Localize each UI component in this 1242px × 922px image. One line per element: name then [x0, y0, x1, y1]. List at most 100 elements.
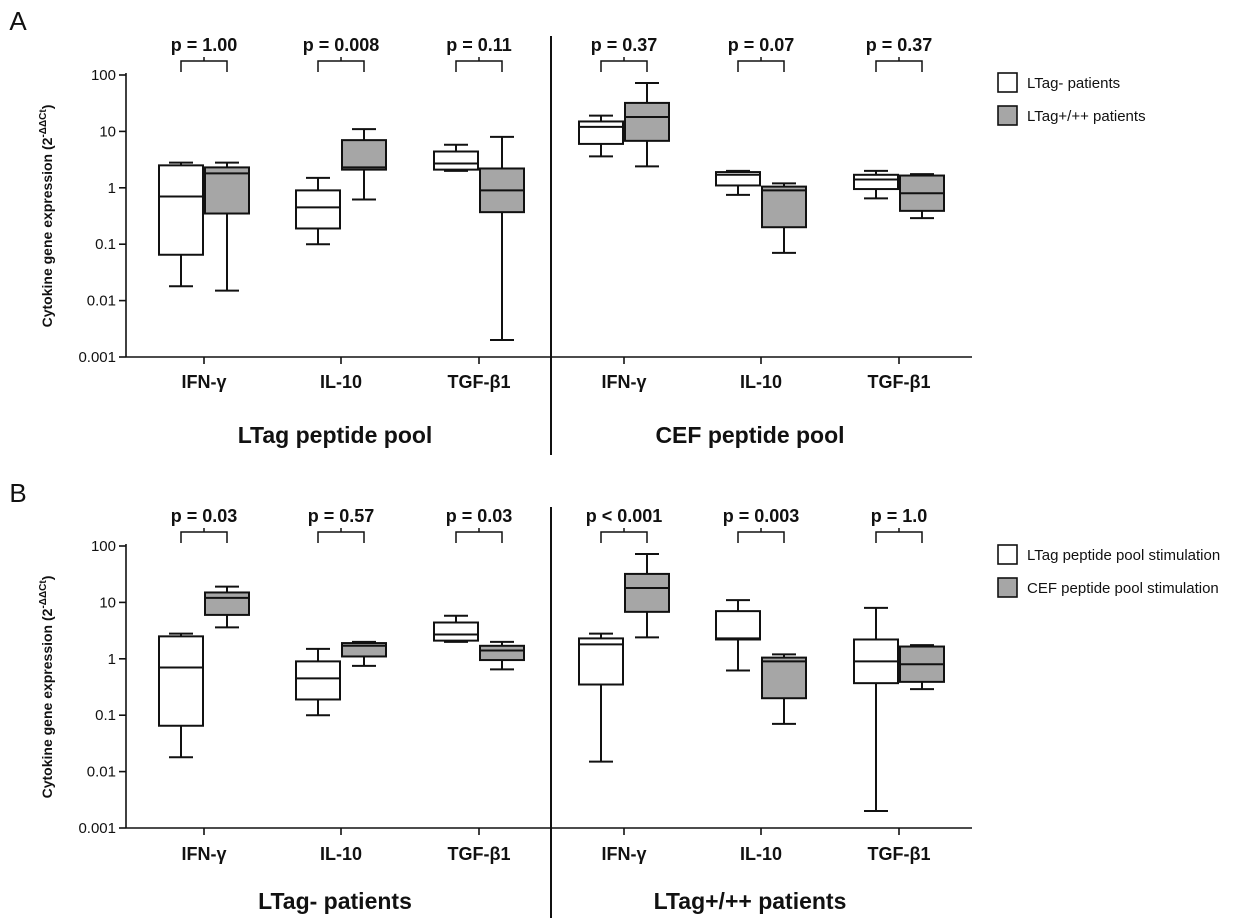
legend-swatch: [997, 544, 1018, 565]
box-iqr: [578, 637, 624, 686]
box-series1: [158, 632, 204, 759]
legend-label: CEF peptide pool stimulation: [1027, 580, 1219, 597]
category-label: IFN-γ: [602, 372, 647, 392]
box-iqr: [295, 189, 341, 230]
group-label: LTag peptide pool: [238, 422, 433, 448]
box-series2: [624, 82, 670, 168]
box-series1: [853, 169, 899, 200]
significance-bracket: [875, 57, 923, 72]
box-iqr: [761, 185, 807, 229]
box-iqr: [715, 610, 761, 641]
box-series2: [479, 640, 525, 671]
category-label: IFN-γ: [182, 844, 227, 864]
box-series1: [715, 599, 761, 672]
box-series1: [715, 169, 761, 196]
y-tick-label: 0.1: [95, 707, 116, 724]
p-value-label: p = 1.0: [871, 506, 928, 526]
y-tick-label: 0.001: [78, 349, 116, 366]
box-iqr: [295, 660, 341, 701]
box-series1: [433, 614, 479, 643]
p-value-label: p = 1.00: [171, 35, 238, 55]
box-iqr: [624, 572, 670, 613]
panel-a: A 0.001 0.01 0.1 1 10 100 Cytokine gene express…: [9, 6, 1146, 455]
group-label: LTag+/++ patients: [654, 888, 847, 914]
y-tick-label: 0.01: [87, 293, 116, 310]
category-label: IL-10: [740, 372, 782, 392]
group-label: LTag- patients: [258, 888, 412, 914]
y-tick-label: 0.001: [78, 820, 116, 837]
category-label: IFN-γ: [182, 372, 227, 392]
box-iqr: [158, 635, 204, 727]
category-label: TGF-β1: [448, 844, 511, 864]
box-series2: [899, 173, 945, 220]
y-tick-label: 100: [91, 67, 116, 84]
y-tick-label: 100: [91, 538, 116, 555]
category-label: IL-10: [320, 844, 362, 864]
y-axis-label: Cytokine gene expression (2-ΔΔCt): [38, 576, 55, 799]
category-label: IFN-γ: [602, 844, 647, 864]
box-iqr: [433, 621, 479, 642]
box-series1: [433, 143, 479, 172]
group-label: CEF peptide pool: [655, 422, 844, 448]
box-series1: [295, 176, 341, 246]
box-series2: [761, 182, 807, 254]
p-value-label: p = 0.57: [308, 506, 375, 526]
box-series2: [624, 553, 670, 639]
significance-bracket: [180, 528, 228, 543]
legend-swatch: [997, 105, 1018, 126]
box-iqr: [761, 656, 807, 700]
box-series1: [578, 114, 624, 158]
category-label: IL-10: [740, 844, 782, 864]
panel-b: B 0.001 0.01 0.1 1 10 100 Cytokine gene express…: [9, 478, 1220, 918]
category-label: TGF-β1: [448, 372, 511, 392]
box-iqr: [433, 150, 479, 171]
box-series1: [158, 161, 204, 288]
p-value-label: p = 0.07: [728, 35, 795, 55]
p-value-label: p = 0.03: [171, 506, 238, 526]
significance-bracket: [875, 528, 923, 543]
box-series2: [204, 585, 250, 629]
category-label: TGF-β1: [868, 844, 931, 864]
legend-label: LTag peptide pool stimulation: [1027, 547, 1220, 564]
legend-swatch: [997, 577, 1018, 598]
y-axis-label-close: ): [39, 105, 55, 110]
box-series1: [295, 647, 341, 717]
y-tick-label: 10: [99, 594, 116, 611]
p-value-label: p = 0.37: [591, 35, 658, 55]
significance-bracket: [317, 57, 365, 72]
significance-bracket: [455, 528, 503, 543]
p-value-label: p = 0.11: [446, 35, 512, 55]
box-series2: [341, 640, 387, 667]
y-axis-label: Cytokine gene expression (2-ΔΔCt): [38, 105, 55, 328]
legend-label: LTag+/++ patients: [1027, 108, 1146, 125]
y-tick-label: 1: [108, 180, 116, 197]
y-tick-label: 0.01: [87, 764, 116, 781]
box-iqr: [578, 120, 624, 145]
significance-bracket: [317, 528, 365, 543]
y-tick-label: 1: [108, 651, 116, 668]
box-series1: [853, 606, 899, 813]
box-series2: [204, 161, 250, 292]
legend-swatch: [997, 72, 1018, 93]
category-label: IL-10: [320, 372, 362, 392]
box-series2: [479, 135, 525, 342]
y-axis-label-close: ): [39, 576, 55, 581]
panel-letter: B: [9, 478, 26, 508]
legend-label: LTag- patients: [1027, 75, 1120, 92]
p-value-label: p = 0.03: [446, 506, 513, 526]
box-iqr: [479, 644, 525, 662]
significance-bracket: [600, 528, 648, 543]
y-tick-label: 0.1: [95, 236, 116, 253]
significance-bracket: [737, 528, 785, 543]
panel-letter: A: [9, 6, 27, 36]
box-series2: [899, 644, 945, 691]
p-value-label: p = 0.37: [866, 35, 933, 55]
p-value-label: p < 0.001: [586, 506, 663, 526]
significance-bracket: [180, 57, 228, 72]
box-series2: [341, 128, 387, 201]
box-iqr: [853, 173, 899, 191]
y-axis-label-text: Cytokine gene expression (2: [39, 608, 55, 798]
box-iqr: [341, 139, 387, 171]
box-iqr: [158, 164, 204, 256]
